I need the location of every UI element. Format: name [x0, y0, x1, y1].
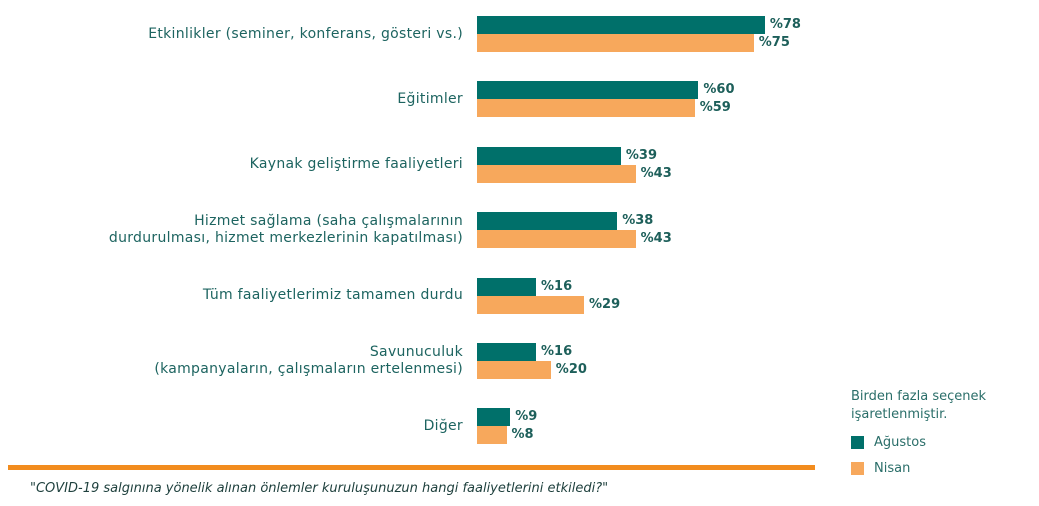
question: "COVID-19 salgınına yönelik alınan önlem… [30, 481, 609, 496]
value-label: %29 [589, 296, 621, 312]
value-label: %39 [625, 147, 658, 163]
bar [477, 16, 765, 34]
bar [477, 34, 754, 52]
category-label: Hizmet sağlama (saha çalışmalarının durd… [108, 213, 463, 247]
value-label: %20 [555, 362, 587, 377]
value-label: %59 [699, 100, 731, 116]
legend-swatch [851, 462, 864, 475]
category-label: Etkinlikler (seminer, konferans, gösteri… [148, 25, 463, 42]
legend-label: Nisan [874, 461, 911, 476]
value-label: %38 [622, 213, 654, 229]
value-label: %9 [515, 409, 538, 425]
bar [477, 164, 636, 183]
bar [477, 426, 507, 445]
category-label: Kaynak geliştirme faaliyetleri [249, 156, 463, 173]
value-label: %60 [703, 82, 735, 98]
value-label: %75 [758, 35, 790, 50]
bar [477, 230, 636, 249]
value-label: %8 [511, 427, 534, 443]
value-label: %16 [541, 278, 573, 294]
value-label: %16 [541, 344, 573, 359]
bar [477, 81, 699, 100]
divider [8, 465, 815, 470]
bar [477, 99, 695, 118]
category-label: Savunuculuk (kampanyaların, çalışmaların… [154, 344, 463, 377]
category-label: Diğer [423, 417, 463, 434]
bar [477, 212, 618, 231]
bar [477, 343, 537, 361]
bar [477, 361, 551, 379]
value-label: %78 [769, 17, 801, 32]
category-label: Tüm faaliyetlerimiz tamamen durdu [202, 287, 463, 304]
bar [477, 408, 511, 427]
category-label: Eğitimler [397, 90, 463, 107]
note: Birden fazla seçenek işaretlenmiştir. [851, 389, 987, 422]
bar [477, 146, 621, 165]
legend-label: Ağustos [874, 435, 926, 450]
legend-swatch [851, 436, 864, 449]
value-label: %43 [640, 231, 672, 247]
bar [477, 295, 584, 314]
bar [477, 277, 537, 296]
value-label: %43 [640, 165, 672, 181]
